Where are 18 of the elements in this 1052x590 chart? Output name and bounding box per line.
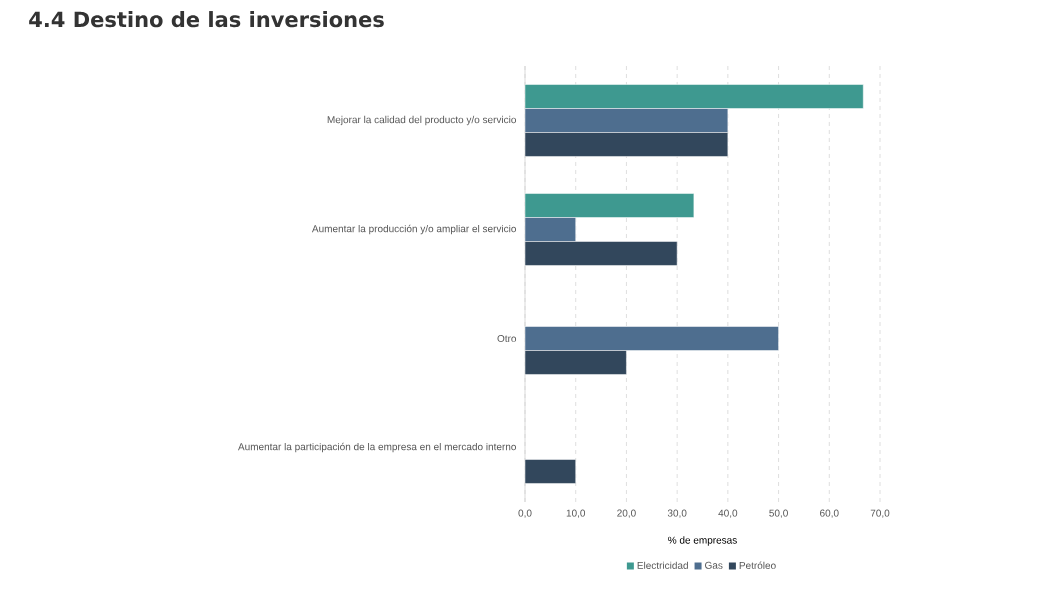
x-axis-title: % de empresas [668, 536, 737, 546]
legend-label: Petróleo [739, 561, 776, 570]
legend-label: Electricidad [637, 561, 688, 569]
x-tick-label: 50,0 [769, 509, 788, 518]
x-tick-label: 20,0 [617, 509, 636, 518]
text: 4.4 Destino de las inversiones [29, 11, 384, 28]
x-tick-label: 40,0 [718, 509, 738, 518]
x-tick-label: 10,0 [566, 509, 586, 518]
y-tick-label: Mejorar la calidad del producto y/o servicio [327, 115, 516, 126]
x-tick-label: 0,0 [518, 509, 532, 518]
x-tick-label: 30,0 [667, 509, 687, 518]
x-tick-label: 60,0 [820, 509, 839, 518]
y-tick-label: Aumentar la participación de la empresa en el mercado interno [238, 442, 516, 453]
bar [524, 459, 576, 484]
x-tick-label: 70,0 [870, 509, 890, 518]
legend-label: Gas [705, 561, 723, 569]
y-tick-label: Otro [497, 334, 517, 343]
y-tick-label: Aumentar la producción y/o ampliar el servicio [311, 224, 516, 235]
